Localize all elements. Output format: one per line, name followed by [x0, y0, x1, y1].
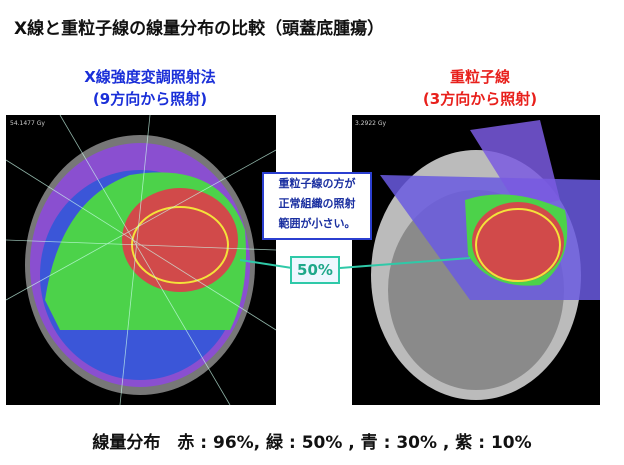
callout-line: 範囲が小さい。: [278, 217, 356, 230]
title: X線と重粒子線の線量分布の比較（頭蓋底腫瘍）: [14, 19, 385, 39]
right-heading: 重粒子線: [449, 68, 510, 86]
left-heading: X線強度変調照射法: [84, 68, 216, 86]
callout-line: 重粒子線の方が: [278, 177, 356, 190]
image-label: 54.1477 Gy: [10, 120, 45, 127]
legend: 線量分布 赤 : 96%, 緑 : 50% , 青 : 30% , 紫 : 10…: [92, 433, 532, 453]
marker-box: 50%: [290, 256, 340, 284]
right-subheading: (3方向から照射): [422, 90, 538, 108]
right-ct-image: 3.2922 Gy: [352, 115, 600, 405]
callout-line: 正常組織の照射: [278, 197, 356, 210]
left-subheading: (9方向から照射): [92, 90, 208, 108]
image-label: 3.2922 Gy: [355, 120, 387, 127]
connector: [239, 259, 293, 269]
callout-box: 重粒子線の方が 正常組織の照射 範囲が小さい。: [262, 172, 372, 240]
left-ct-image: 54.1477 Gy: [5, 114, 277, 406]
connector: [339, 257, 471, 269]
